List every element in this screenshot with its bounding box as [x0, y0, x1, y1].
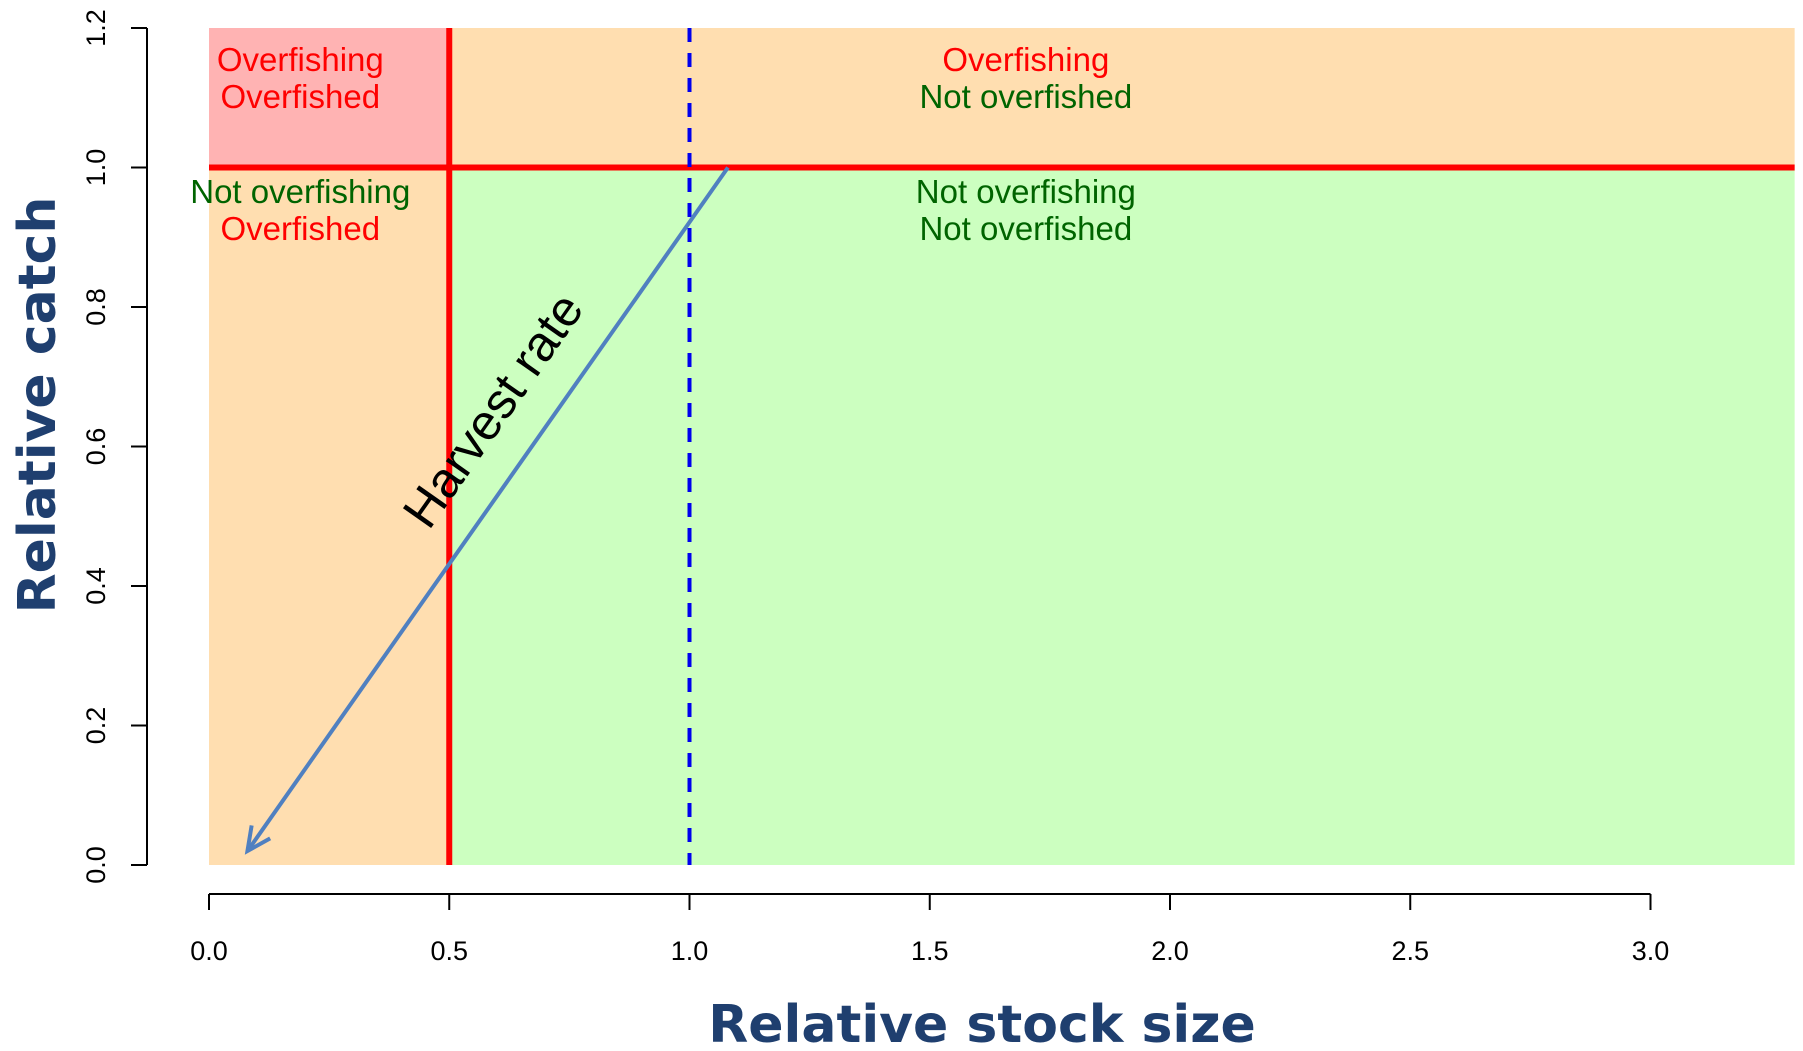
zone-region-1: [449, 28, 1795, 168]
y-tick-label: 0.0: [81, 846, 111, 884]
x-tick-label: 2.5: [1391, 936, 1429, 966]
zone-label-3-line-1: Not overfished: [919, 210, 1132, 247]
harvest-rate-arrow-group: [244, 166, 730, 855]
zone-label-0-line-0: Overfishing: [217, 41, 384, 78]
zone-region-2: [209, 167, 450, 865]
y-tick-label: 1.2: [81, 9, 111, 47]
harvest-rate-arrowhead: [244, 825, 272, 855]
zone-label-1-line-1: Not overfished: [919, 78, 1132, 115]
zone-region-0: [209, 28, 450, 168]
zone-region-3: [449, 167, 1795, 865]
y-tick-label: 0.6: [81, 428, 111, 466]
zone-label-0-line-1: Overfished: [221, 78, 381, 115]
y-tick-label: 0.2: [81, 707, 111, 745]
y-tick-label: 1.0: [81, 149, 111, 187]
zone-backgrounds: [209, 28, 1795, 865]
zone-label-2-line-1: Overfished: [221, 210, 381, 247]
x-tick-label: 0.5: [430, 936, 468, 966]
y-axis-title: Relative catch: [8, 197, 68, 614]
x-tick-label: 1.5: [911, 936, 949, 966]
x-axis-title: Relative stock size: [708, 995, 1256, 1051]
zone-label-2-line-0: Not overfishing: [190, 173, 410, 210]
reference-lines: [209, 28, 1795, 865]
harvest-rate-arrow: [245, 166, 730, 853]
x-tick-label: 2.0: [1151, 936, 1189, 966]
x-tick-label: 1.0: [671, 936, 709, 966]
y-tick-label: 0.4: [81, 567, 111, 605]
x-tick-label: 3.0: [1632, 936, 1670, 966]
y-ticks: 0.0 0.2 0.4 0.6 0.8 1.0 1.2: [81, 9, 147, 884]
zone-label-3-line-0: Not overfishing: [916, 173, 1136, 210]
x-tick-label: 0.0: [190, 936, 228, 966]
x-ticks: 0.0 0.5 1.0 1.5 2.0 2.5 3.0: [190, 894, 1669, 966]
zone-label-1-line-0: Overfishing: [942, 41, 1109, 78]
y-tick-label: 0.8: [81, 288, 111, 326]
